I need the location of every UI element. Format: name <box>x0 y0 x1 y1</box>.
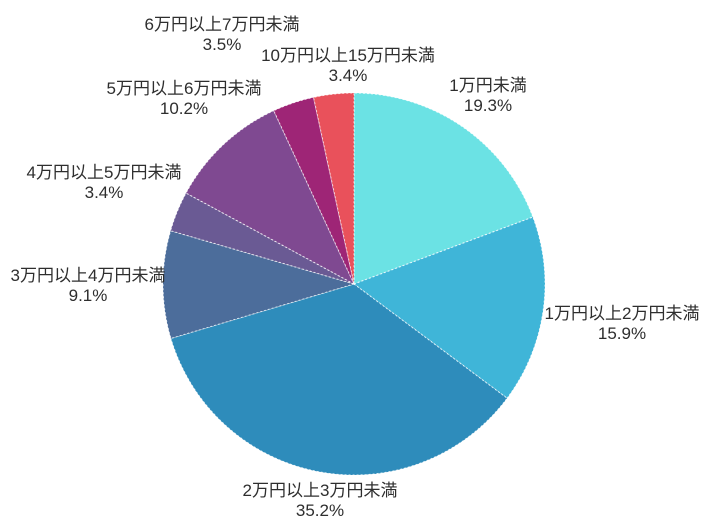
slice-label-50k-60k: 5万円以上6万円未満 10.2% <box>107 79 262 119</box>
slice-label-text: 10万円以上15万円未満 <box>261 46 435 65</box>
slice-pct-text: 3.5% <box>202 35 242 54</box>
slice-label-text: 1万円以上2万円未満 <box>544 304 700 323</box>
slice-label-60k-70k: 6万円以上7万円未満 3.5% <box>145 15 300 55</box>
pie-slice-3 <box>162 230 356 340</box>
pie-slice-7 <box>312 92 355 285</box>
slice-label-20k-30k: 2万円以上3万円未満 35.2% <box>243 481 398 521</box>
slice-label-text: 5万円以上6万円未満 <box>106 79 262 98</box>
slice-label-100k-150k: 10万円以上15万円未満 3.4% <box>261 46 435 86</box>
pie-slice-2 <box>170 283 508 476</box>
slice-label-10k-20k: 1万円以上2万円未満 15.9% <box>545 304 700 344</box>
slice-pct-text: 3.4% <box>328 66 368 85</box>
slice-pct-text: 15.9% <box>597 324 647 343</box>
pie-slice-0 <box>353 92 534 285</box>
slice-label-text: 4万円以上5万円未満 <box>26 163 182 182</box>
slice-label-40k-50k: 4万円以上5万円未満 3.4% <box>27 163 182 203</box>
slice-label-30k-40k: 3万円以上4万円未満 9.1% <box>11 266 166 306</box>
pie-slice-6 <box>273 96 355 285</box>
slice-label-text: 2万円以上3万円未満 <box>242 481 398 500</box>
pie-slice-1 <box>352 216 546 399</box>
pie-slice-5 <box>185 110 356 286</box>
slice-label-text: 1万円未満 <box>449 76 527 95</box>
slice-pct-text: 10.2% <box>159 99 209 118</box>
slice-label-under-10k: 1万円未満 19.3% <box>449 76 526 116</box>
slice-pct-text: 19.3% <box>463 96 513 115</box>
slice-pct-text: 3.4% <box>84 183 124 202</box>
pie-slice-4 <box>169 192 355 285</box>
slice-label-text: 6万円以上7万円未満 <box>144 15 300 34</box>
slice-pct-text: 35.2% <box>295 501 345 520</box>
slice-label-text: 3万円以上4万円未満 <box>10 266 166 285</box>
slice-pct-text: 9.1% <box>68 286 108 305</box>
